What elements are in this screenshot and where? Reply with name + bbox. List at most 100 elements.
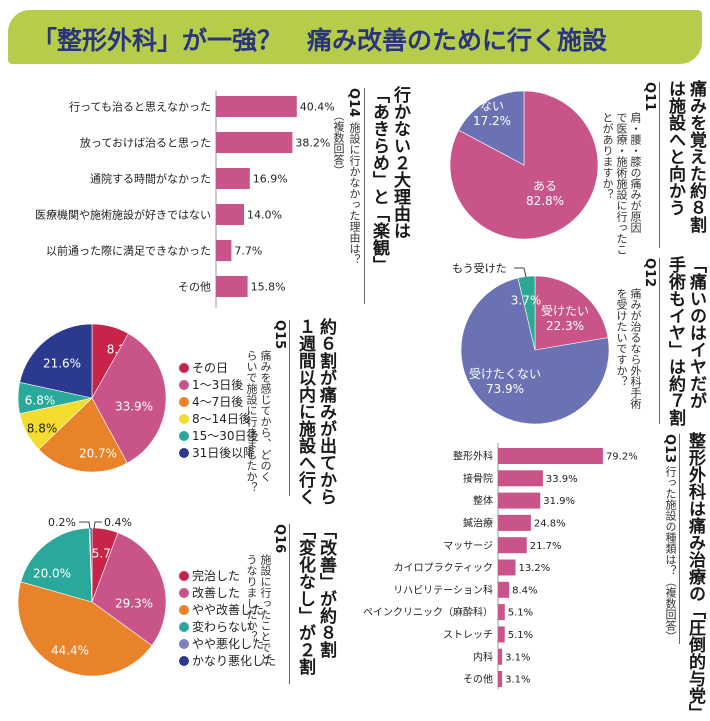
q13-category-label: 鍼治療 bbox=[463, 517, 493, 530]
q15-legend-marker bbox=[179, 431, 189, 441]
q13-bar bbox=[498, 604, 505, 621]
q14-value-label: 15.8% bbox=[251, 280, 286, 293]
q14-bar bbox=[216, 204, 244, 225]
q13-category-label: 整形外科 bbox=[453, 450, 493, 463]
q14-question: 施設に行かなかった理由は？ bbox=[348, 122, 361, 265]
q13-value-label: 24.8% bbox=[534, 519, 566, 530]
q14-category-label: 放っておけば治ると思った bbox=[80, 135, 211, 149]
q14-bar bbox=[216, 132, 293, 153]
q12-callout-line bbox=[514, 267, 527, 278]
charts-canvas: 行っても治ると思えなかった 40.4% 放っておけば治ると思った 38.2% 通院する時… bbox=[17, 90, 638, 690]
q13-bar bbox=[498, 470, 543, 487]
q13-value-label: 3.1% bbox=[505, 652, 530, 663]
q14-value-label: 38.2% bbox=[295, 136, 330, 149]
q13-question: 行った施設の種類は？（複数回答） bbox=[664, 466, 677, 642]
q16-slice bbox=[91, 532, 167, 646]
q13-divider bbox=[679, 434, 680, 644]
q16-callout-line bbox=[79, 521, 91, 530]
q12-slice bbox=[534, 275, 609, 351]
q13-category-label: その他 bbox=[463, 673, 493, 686]
q13-bar bbox=[498, 581, 510, 598]
q15-slice bbox=[91, 333, 167, 464]
q12-slice-value: 3.7% bbox=[511, 293, 542, 307]
q16-legend-marker bbox=[179, 605, 189, 615]
q15-slice-value: 33.9% bbox=[115, 399, 153, 413]
q16-callout-value: 0.4% bbox=[104, 516, 132, 529]
q16-legend-marker bbox=[179, 571, 189, 581]
q13-category-label: ペインクリニック（麻酔科） bbox=[363, 606, 493, 619]
q12-slice bbox=[460, 277, 610, 425]
q14-value-label: 40.4% bbox=[300, 100, 335, 113]
q12-slice-name: 受けたい bbox=[541, 304, 589, 318]
q15-question: 痛みを感じてから、どのく らいで施設に行きましたか？ bbox=[245, 350, 272, 493]
q16-legend-marker bbox=[179, 622, 189, 632]
q16-legend-marker bbox=[179, 588, 189, 598]
q15-legend-marker bbox=[179, 363, 189, 373]
q16-callout-value: 0.2% bbox=[48, 516, 76, 529]
q14-category-label: 以前通った際に満足できなかった bbox=[46, 243, 211, 257]
q11-headline: 痛みを覚えた約８割 は施設へと向かう bbox=[665, 80, 706, 233]
q15-legend-label: 31日後以降 bbox=[192, 446, 255, 460]
q15-qlabel: Q15 bbox=[272, 320, 287, 350]
q12-slice-name: 受けたくない bbox=[469, 367, 541, 381]
q11-question: 肩・腰・膝の痛みが原因 で医療・施術施設に行ったこ とがありますか？ bbox=[601, 112, 642, 255]
q14-category-label: 行っても治ると思えなかった bbox=[69, 99, 211, 113]
q13-bar bbox=[498, 492, 541, 509]
q16-qlabel: Q16 bbox=[272, 524, 287, 554]
q15-legend-marker bbox=[179, 380, 189, 390]
q15-legend-marker bbox=[179, 448, 189, 458]
q11-slice-name: ない bbox=[480, 99, 504, 113]
q14-divider bbox=[364, 88, 365, 304]
q15-slice bbox=[19, 323, 93, 399]
q16-callout-line bbox=[93, 521, 102, 530]
q15-slice-value: 6.8% bbox=[25, 393, 56, 407]
q14-bar bbox=[216, 96, 297, 117]
q14-category-label: その他 bbox=[178, 280, 211, 293]
q16-legend-label: かなり悪化した bbox=[192, 654, 276, 668]
q13-bar bbox=[498, 514, 531, 531]
q13-category-label: リハビリテーション科 bbox=[393, 583, 493, 596]
q16-legend-label: 変わらない bbox=[192, 619, 252, 634]
q15-slice-value: 8.8% bbox=[27, 421, 58, 435]
q12-slice bbox=[517, 275, 536, 351]
q16-slice bbox=[17, 581, 153, 677]
q13-value-label: 5.1% bbox=[508, 630, 533, 641]
q13-bar bbox=[498, 626, 505, 643]
q13-value-label: 31.9% bbox=[543, 496, 575, 507]
q16-legend-label: やや悪化した bbox=[192, 637, 264, 651]
q12-slice-value: 22.3% bbox=[546, 319, 584, 333]
q12-slice-value: 73.9% bbox=[486, 382, 524, 396]
q16-legend-marker bbox=[179, 656, 189, 666]
q14-bar bbox=[216, 276, 248, 297]
q14-category-label: 通院する時間がなかった bbox=[90, 171, 211, 185]
q13-bar bbox=[498, 559, 516, 576]
q13-category-label: マッサージ bbox=[443, 540, 493, 552]
q16-slice-value: 29.3% bbox=[115, 596, 153, 610]
q12-callout-label: もう受けた bbox=[452, 262, 507, 275]
q16-headline: 「改善」が約８割 「変化なし」が２割 bbox=[295, 522, 336, 675]
q13-category-label: 内科 bbox=[473, 650, 493, 663]
q13-value-label: 13.2% bbox=[518, 563, 550, 574]
q15-divider bbox=[289, 320, 290, 496]
q15-legend-label: 15～30日後 bbox=[192, 429, 259, 443]
q11-qlabel: Q11 bbox=[642, 82, 657, 112]
q16-legend-marker bbox=[179, 639, 189, 649]
q15-legend-marker bbox=[179, 397, 189, 407]
q15-slice bbox=[38, 397, 128, 473]
q13-headline: 整形外科は痛み治療の「圧倒的与党」 bbox=[685, 432, 705, 721]
q16-question: 施設に行ったことでど うなりましたか？ bbox=[245, 554, 272, 664]
q14-headline: 行かない２大理由は 「あきらめ」と「楽観」 bbox=[369, 86, 410, 273]
q15-legend-label: その日 bbox=[192, 361, 228, 375]
q13-value-label: 33.9% bbox=[546, 474, 578, 485]
q13-qlabel: Q13 bbox=[662, 434, 677, 464]
q11-divider bbox=[659, 82, 660, 248]
q15-legend-label: 4～7日後 bbox=[192, 395, 243, 409]
q14-note: （複数回答） bbox=[332, 110, 345, 176]
q14-qlabel: Q14 bbox=[346, 88, 361, 118]
q13-category-label: ストレッチ bbox=[443, 629, 493, 641]
q11-slice bbox=[458, 90, 525, 166]
q16-slice-value: 20.0% bbox=[33, 566, 71, 580]
q12-divider bbox=[659, 258, 660, 424]
q15-headline: 約６割が痛みが出てから １週間以内に施設へ行く bbox=[295, 318, 336, 505]
q13-bar bbox=[498, 671, 503, 687]
